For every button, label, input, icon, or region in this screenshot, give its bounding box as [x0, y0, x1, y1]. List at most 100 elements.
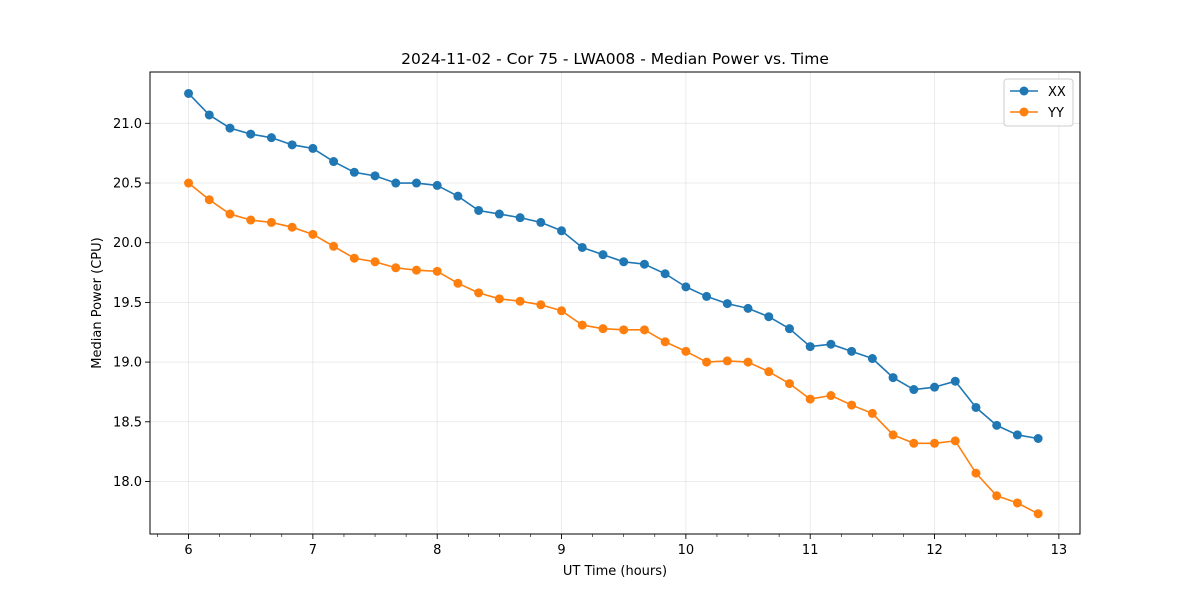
x-tick-label: 13 — [1051, 543, 1068, 558]
data-point-xx — [909, 385, 919, 395]
data-point-xx — [494, 209, 504, 219]
data-point-xx — [743, 303, 753, 313]
data-point-xx — [391, 178, 401, 188]
data-point-xx — [619, 257, 629, 267]
y-tick-label: 18.5 — [113, 415, 142, 430]
data-point-xx — [411, 178, 421, 188]
data-point-yy — [930, 438, 940, 448]
data-point-xx — [660, 269, 670, 279]
x-tick-label: 11 — [802, 543, 819, 558]
x-axis: 6 7 8 9 10 11 12 13 — [157, 534, 1067, 558]
data-point-yy — [557, 306, 567, 316]
data-point-xx — [722, 299, 732, 309]
data-point-xx — [432, 180, 442, 190]
x-tick-label: 12 — [926, 543, 943, 558]
data-point-xx — [1012, 430, 1022, 440]
data-point-yy — [432, 266, 442, 276]
data-point-xx — [184, 88, 194, 98]
data-point-xx — [225, 123, 235, 133]
data-point-xx — [1033, 434, 1043, 443]
data-point-xx — [867, 354, 877, 364]
data-point-xx — [992, 420, 1002, 430]
data-point-xx — [847, 346, 857, 356]
y-tick-label: 19.5 — [113, 296, 142, 311]
x-tick-label: 10 — [678, 543, 695, 558]
data-point-xx — [681, 282, 691, 292]
data-point-yy — [619, 325, 629, 335]
data-point-xx — [329, 157, 339, 167]
data-point-xx — [204, 110, 214, 120]
data-point-yy — [764, 367, 774, 377]
data-point-yy — [1012, 498, 1022, 508]
legend: XX YY — [1003, 78, 1074, 127]
data-point-yy — [992, 491, 1002, 501]
x-tick-label: 7 — [309, 543, 317, 558]
data-point-xx — [266, 133, 276, 143]
data-point-xx — [370, 171, 380, 181]
plot-area — [149, 71, 1081, 535]
y-tick-label: 20.0 — [113, 236, 142, 251]
data-point-yy — [681, 346, 691, 356]
chart-title: 2024-11-02 - Cor 75 - LWA008 - Median Po… — [401, 50, 829, 68]
data-point-xx — [971, 402, 981, 412]
data-point-xx — [577, 242, 587, 252]
data-point-xx — [246, 129, 256, 139]
grid — [150, 72, 1080, 534]
data-point-yy — [453, 278, 463, 288]
data-point-xx — [453, 191, 463, 201]
data-point-yy — [246, 215, 256, 225]
data-point-yy — [204, 195, 214, 205]
data-point-xx — [515, 213, 525, 223]
data-point-yy — [722, 356, 732, 366]
data-point-xx — [349, 167, 359, 177]
data-point-yy — [950, 436, 960, 446]
data-point-xx — [888, 373, 898, 383]
series-layer — [184, 88, 1043, 519]
legend-label-xx: XX — [1048, 85, 1066, 100]
y-axis: 18.0 18.5 19.0 19.5 20.0 20.5 21.0 — [113, 117, 150, 490]
data-point-yy — [1033, 509, 1043, 519]
data-point-yy — [494, 294, 504, 304]
data-point-xx — [950, 376, 960, 386]
data-point-xx — [639, 259, 649, 269]
data-point-yy — [329, 241, 339, 251]
data-point-yy — [370, 257, 380, 267]
data-point-yy — [266, 217, 276, 227]
data-point-yy — [225, 209, 235, 219]
data-point-xx — [598, 250, 608, 260]
data-point-yy — [702, 357, 712, 367]
data-point-xx — [474, 205, 484, 215]
data-point-yy — [639, 325, 649, 335]
data-point-yy — [598, 324, 608, 334]
data-point-yy — [287, 222, 297, 232]
data-point-yy — [411, 265, 421, 275]
data-point-yy — [391, 263, 401, 273]
data-point-yy — [349, 253, 359, 263]
x-tick-label: 8 — [433, 543, 441, 558]
data-point-yy — [971, 468, 981, 478]
data-point-yy — [474, 288, 484, 298]
data-point-xx — [536, 217, 546, 227]
x-axis-label: UT Time (hours) — [563, 564, 667, 579]
data-point-xx — [784, 324, 794, 334]
data-point-yy — [847, 400, 857, 410]
legend-marker-yy — [1019, 107, 1029, 117]
data-point-yy — [888, 430, 898, 440]
plot-background — [150, 72, 1080, 534]
data-point-yy — [660, 337, 670, 347]
data-point-yy — [867, 408, 877, 418]
y-tick-label: 21.0 — [113, 117, 142, 132]
data-point-yy — [184, 178, 194, 188]
data-point-xx — [287, 140, 297, 150]
data-point-yy — [805, 394, 815, 404]
data-point-xx — [308, 143, 318, 153]
legend-marker-xx — [1019, 86, 1029, 96]
data-point-yy — [577, 320, 587, 330]
data-point-yy — [515, 296, 525, 306]
plot-frame — [149, 71, 1081, 535]
data-point-xx — [557, 226, 567, 236]
x-tick-label: 6 — [184, 543, 192, 558]
y-tick-label: 18.0 — [113, 475, 142, 490]
data-point-xx — [826, 339, 836, 349]
